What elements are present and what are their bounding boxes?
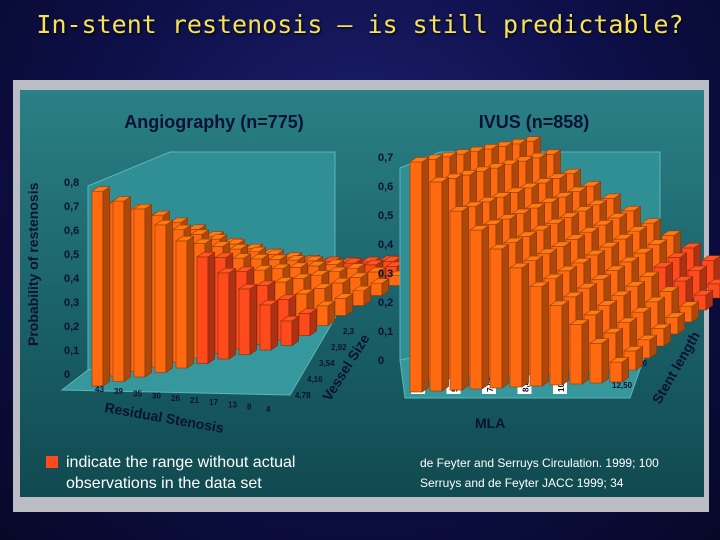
right-bars [409,136,720,393]
right-bar [589,338,610,384]
right-z-tick: 0,2 [378,297,393,309]
right-bar [549,300,570,386]
left-bar [91,186,111,387]
left-x-tick: 30 [152,392,161,401]
left-z-axis-title: Probability of restenosis [25,182,41,346]
left-y-ticks: 4,78 4,16 3,54 2,92 2,3 [295,327,355,400]
left-z-tick: 0,5 [64,249,79,261]
left-x-axis-title: Residual Stenosis [103,399,225,436]
slide-title: In-stent restenosis – is still predictab… [36,10,684,39]
left-z-tick: 0,4 [64,273,80,285]
right-bar [429,176,450,392]
right-z-tick: 0,1 [378,326,393,338]
left-z-tick: 0,6 [64,225,79,237]
left-bar [352,285,372,307]
right-z-tick: 0,7 [378,152,393,164]
right-y-tick: 12,50 [612,381,633,390]
legend-note-line1: indicate the range without actual [66,454,296,471]
left-x-tick: 13 [228,400,237,409]
citation-line2: Serruys and de Feyter JACC 1999; 34 [420,476,624,490]
left-z-tick: 0 [64,369,70,381]
left-chart-title: Angiography (n=775) [124,112,304,132]
left-bar [133,203,153,378]
right-z-ticks: 0 0,1 0,2 0,3 0,4 0,5 0,6 0,7 [378,152,394,367]
citation-line1: de Feyter and Serruys Circulation. 1999;… [420,456,659,470]
right-bar [489,243,510,389]
left-y-tick: 3,54 [319,359,335,368]
right-bar [609,357,630,383]
left-y-tick: 4,16 [307,375,323,384]
left-bar [298,308,318,337]
left-bar [280,315,300,347]
left-x-tick: 8 [247,403,252,412]
left-chart: Angiography (n=775) Probability of reste… [25,112,462,436]
right-z-tick: 0,3 [378,268,393,280]
left-z-tick: 0,2 [64,321,79,333]
left-bar [154,219,174,374]
legend-note-line2: observations in the data set [66,475,262,492]
left-x-tick: 4 [266,405,271,414]
left-bar [370,278,390,297]
left-x-tick: 26 [171,394,180,403]
left-bar [238,283,258,356]
left-bar [112,195,132,383]
right-x-axis-title: MLA [475,415,505,431]
right-bar [529,281,550,387]
left-z-ticks: 0 0,1 0,2 0,3 0,4 0,5 0,6 0,7 0,8 [64,177,80,381]
left-y-tick: 2,92 [331,343,347,352]
left-y-tick: 4,78 [295,391,311,400]
left-z-tick: 0,1 [64,345,79,357]
right-z-tick: 0,6 [378,181,393,193]
right-bar [409,156,430,393]
right-bar [509,262,530,388]
right-bar [449,206,470,391]
left-bar [259,299,279,351]
left-x-tick: 43 [95,385,104,394]
left-x-tick: 39 [114,387,123,396]
left-bars [91,186,462,387]
right-z-tick: 0 [378,355,384,367]
right-bar [679,301,700,323]
left-bar [316,300,336,327]
left-x-ticks: 43 39 35 30 26 21 17 13 8 4 [95,385,271,414]
left-z-tick: 0,8 [64,177,79,189]
left-x-tick: 21 [190,396,199,405]
right-bar [569,319,590,385]
legend-swatch [46,456,58,468]
right-chart: IVUS (n=858) MLA Stent length 00,10,20,3… [378,112,720,431]
left-z-tick: 0,3 [64,297,79,309]
left-x-tick: 35 [133,389,142,398]
left-bar [334,293,354,317]
left-x-tick: 17 [209,398,218,407]
left-z-tick: 0,7 [64,201,79,213]
right-bar [469,224,490,390]
left-bar [217,267,237,360]
left-bar [196,251,216,365]
right-z-tick: 0,4 [378,239,394,251]
right-chart-title: IVUS (n=858) [479,112,590,132]
right-z-tick: 0,5 [378,210,393,222]
left-bar [175,235,195,369]
left-y-tick: 2,3 [343,327,355,336]
